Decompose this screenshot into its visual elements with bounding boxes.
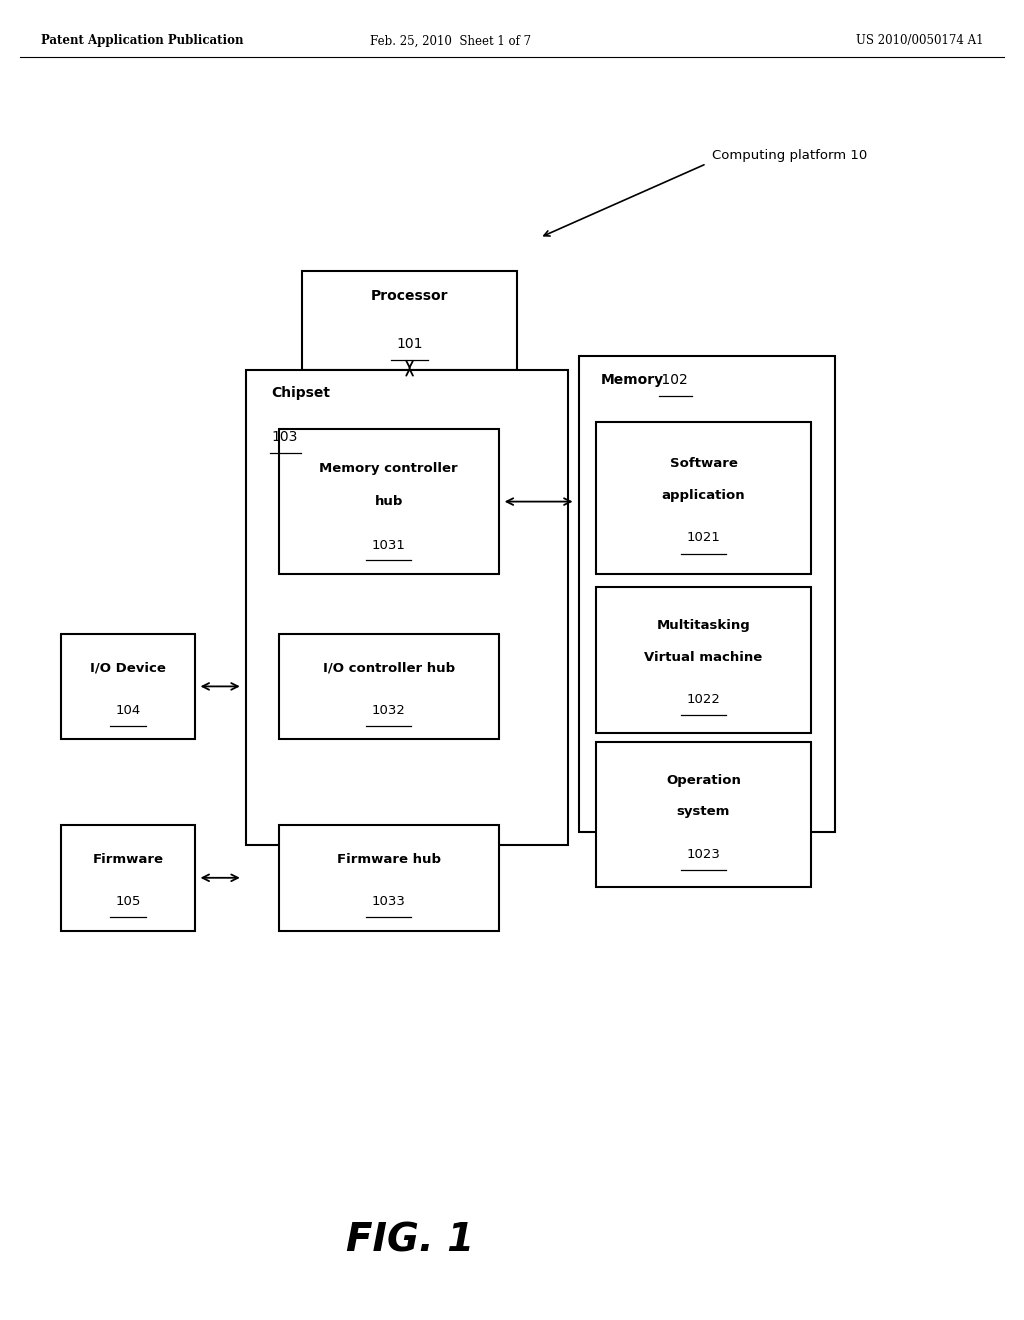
Text: Software: Software	[670, 458, 737, 470]
Bar	[302, 271, 517, 370]
Bar	[61, 825, 195, 931]
Text: 1032: 1032	[372, 704, 406, 717]
Text: Operation: Operation	[666, 774, 741, 787]
Text: 102: 102	[657, 374, 688, 387]
Text: 1021: 1021	[686, 532, 721, 544]
Text: Virtual machine: Virtual machine	[644, 651, 763, 664]
Text: 101: 101	[396, 337, 423, 351]
Text: 105: 105	[116, 895, 140, 908]
Text: system: system	[677, 805, 730, 818]
Text: Processor: Processor	[371, 289, 449, 304]
Bar	[596, 742, 811, 887]
Text: 1023: 1023	[686, 847, 721, 861]
Text: Computing platform 10: Computing platform 10	[712, 149, 867, 162]
Text: Feb. 25, 2010  Sheet 1 of 7: Feb. 25, 2010 Sheet 1 of 7	[370, 34, 531, 48]
Text: Multitasking: Multitasking	[656, 619, 751, 632]
Text: 1033: 1033	[372, 895, 406, 908]
Text: application: application	[662, 490, 745, 502]
Text: FIG. 1: FIG. 1	[345, 1222, 474, 1259]
Bar	[279, 429, 499, 574]
Bar	[279, 634, 499, 739]
Bar	[596, 422, 811, 574]
Text: 104: 104	[116, 704, 140, 717]
Text: 1031: 1031	[372, 539, 406, 552]
Text: Memory controller: Memory controller	[319, 462, 458, 475]
Text: Patent Application Publication: Patent Application Publication	[41, 34, 244, 48]
Text: Firmware: Firmware	[92, 853, 164, 866]
Text: Firmware hub: Firmware hub	[337, 853, 440, 866]
Text: US 2010/0050174 A1: US 2010/0050174 A1	[855, 34, 983, 48]
Text: I/O controller hub: I/O controller hub	[323, 661, 455, 675]
Text: 1022: 1022	[686, 693, 721, 706]
Text: hub: hub	[375, 495, 402, 508]
Text: I/O Device: I/O Device	[90, 661, 166, 675]
Text: 103: 103	[271, 430, 298, 444]
Text: Chipset: Chipset	[271, 387, 331, 400]
Bar	[246, 370, 568, 845]
Bar	[579, 356, 835, 832]
Bar	[61, 634, 195, 739]
Bar	[279, 825, 499, 931]
Bar	[596, 587, 811, 733]
Text: Memory: Memory	[601, 374, 665, 387]
